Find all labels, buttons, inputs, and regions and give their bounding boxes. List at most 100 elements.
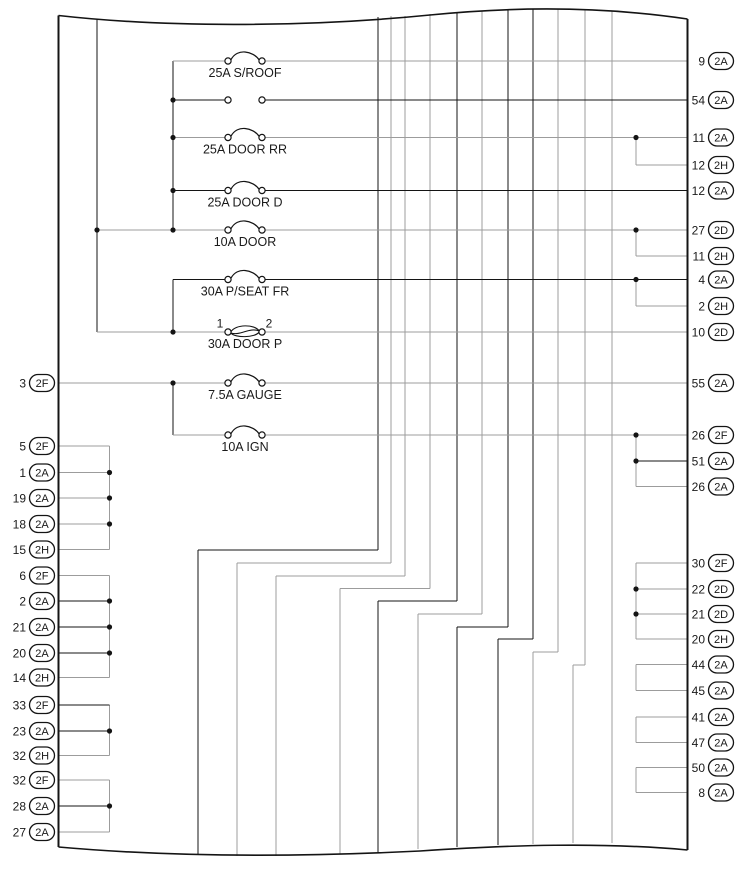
pin-number: 20	[13, 646, 27, 660]
pin-right-41-2a: 41 2A	[636, 707, 735, 727]
connector-oval	[707, 477, 735, 496]
pin-right-10-2d: 10 2D	[692, 322, 735, 342]
connector-code: 2A	[714, 56, 728, 68]
junction-dot	[106, 650, 113, 656]
pin-right-30-2f: 30 2F	[636, 553, 735, 573]
pin-number: 27	[692, 223, 706, 237]
connector-oval	[28, 668, 56, 687]
fuse-label: 30A P/SEAT FR	[201, 285, 289, 299]
fuse-element-arc	[230, 51, 260, 61]
connector-code: 2A	[714, 659, 728, 671]
pin-right-22-2d: 22 2D	[636, 579, 735, 599]
connector-oval	[707, 246, 735, 266]
pin-number: 2	[698, 299, 705, 313]
connector-code: 2D	[714, 327, 728, 339]
connector-code: 2F	[36, 570, 49, 582]
connector-code: 2A	[714, 481, 728, 493]
connector-oval	[707, 579, 735, 599]
connector-code: 2A	[35, 622, 49, 634]
junction-dot	[94, 227, 100, 233]
connector-oval	[28, 488, 56, 508]
fuse-terminal-circle	[258, 96, 266, 104]
fuse-label: 25A DOOR RR	[203, 143, 287, 157]
connector-oval	[28, 643, 56, 663]
connector-code: 2A	[714, 456, 728, 468]
fuse-7-5a-gauge: 7.5A GAUGE	[58, 373, 688, 402]
pin-left-27-2a: 27 2A	[13, 822, 110, 842]
fuse-terminal-circle	[258, 328, 266, 336]
breaker-element	[230, 331, 260, 338]
pin-number: 33	[13, 698, 27, 712]
fuse-terminal-circle	[224, 186, 232, 195]
fuse-terminal-circle	[258, 186, 266, 195]
torn-bottom-edge	[58, 844, 688, 857]
connector-code: 2F	[36, 441, 49, 453]
pin-right-2-2h: 2 2H	[636, 296, 735, 316]
pin-right-26-2f: 26 2F	[692, 425, 735, 445]
junction-dot	[633, 432, 639, 438]
connector-oval	[28, 514, 56, 534]
connector-oval	[28, 822, 56, 842]
pin-number: 51	[692, 454, 706, 468]
pin-left-2-2a: 2 2A	[19, 591, 110, 611]
pin-right-20-2h: 20 2H	[636, 629, 735, 649]
pin-number: 20	[692, 632, 706, 646]
connector-code: 2F	[715, 558, 728, 570]
connector-code: 2H	[35, 544, 49, 556]
pin-left-18-2a: 18 2A	[13, 514, 110, 534]
pin-right-44-2a: 44 2A	[636, 655, 735, 674]
connector-oval	[28, 721, 56, 741]
pin-right-9-2a: 9 2A	[698, 51, 735, 71]
junction-dot	[170, 187, 176, 194]
connector-code: 2H	[35, 750, 49, 762]
pin-left-14-2h: 14 2H	[13, 668, 110, 687]
fuse-terminal-circle	[224, 226, 232, 234]
pin-left-15-2h: 15 2H	[13, 540, 110, 559]
pin-right-12-2h: 12 2H	[636, 155, 735, 175]
fuse-label: 30A DOOR P	[208, 337, 282, 351]
connector-oval	[707, 733, 735, 752]
pass-through-wire	[339, 14, 431, 854]
fuse-25a-door-rr: 25A DOOR RR	[173, 127, 688, 157]
pin-number: 27	[13, 825, 27, 839]
connector-oval	[28, 373, 56, 393]
pin-number: 44	[692, 658, 706, 672]
pin-right-11-2a: 11 2A	[693, 128, 735, 147]
connector-code: 2H	[714, 160, 728, 172]
fuse-terminal-circle	[258, 431, 266, 439]
connector-oval	[707, 758, 735, 777]
fuse-terminal-circle	[224, 431, 232, 439]
connector-oval	[707, 322, 735, 342]
connector-oval	[28, 540, 56, 559]
connector-oval	[707, 270, 735, 289]
pin-number: 41	[692, 710, 706, 724]
pin-left-28-2a: 28 2A	[13, 796, 110, 816]
pin-number: 15	[13, 543, 27, 557]
breaker-element	[230, 325, 260, 333]
connector-code: 2H	[714, 301, 728, 313]
junction-dot	[106, 598, 113, 604]
pin-right-12-2a: 12 2A	[692, 181, 735, 200]
junction-dot	[633, 586, 639, 592]
junction-dot	[106, 469, 113, 476]
junction-dot	[106, 624, 113, 630]
pin-right-4-2a: 4 2A	[698, 270, 735, 289]
pin-number: 4	[698, 273, 705, 287]
pin-right-26-2a: 26 2A	[636, 477, 735, 496]
junction-dot	[106, 803, 113, 809]
pin-number: 9	[698, 54, 705, 68]
fuse-element-arc	[230, 269, 260, 279]
pin-left-32-2f: 32 2F	[13, 770, 110, 790]
connector-code: 2A	[35, 648, 49, 660]
pin-right-47-2a: 47 2A	[636, 733, 735, 752]
connector-oval	[707, 425, 735, 445]
connector-oval	[707, 783, 735, 802]
connector-oval	[707, 90, 735, 110]
pin-right-45-2a: 45 2A	[636, 681, 735, 700]
connector-code: 2A	[714, 95, 728, 107]
connector-oval	[707, 681, 735, 700]
pin-left-1-2a: 1 2A	[19, 463, 110, 482]
pass-through-wire	[456, 10, 509, 847]
pin-number: 14	[13, 671, 27, 685]
junction-dot	[170, 227, 176, 233]
